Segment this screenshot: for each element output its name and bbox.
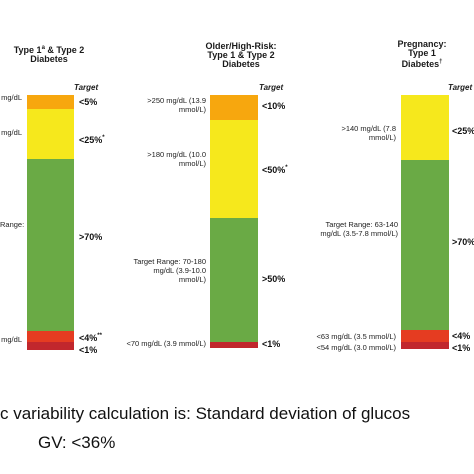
panel-3-title-line2: Type 1 bbox=[408, 48, 436, 58]
panel-3-title-line1: Pregnancy: bbox=[397, 39, 447, 49]
panel-3-very-low-label: <54 mg/dL (3.0 mmol/L) bbox=[316, 343, 396, 352]
panel-2-title: Older/High-Risk: Type 1 & Type 2 Diabete… bbox=[176, 42, 306, 69]
panel-3-high-bar bbox=[401, 95, 449, 160]
panel-1-title-suffix: & Type 2 bbox=[44, 45, 85, 55]
panel-3-low-bar bbox=[401, 330, 449, 342]
panel-2-target-high: <50%* bbox=[262, 165, 288, 175]
panel-3-very-low-bar bbox=[401, 342, 449, 349]
panel-3-title-marker: † bbox=[439, 59, 443, 65]
panel-3-target-very-low: <1% bbox=[452, 343, 471, 353]
panel-3-range-label: Target Range: 63-140 mg/dL (3.5-7.8 mmol… bbox=[320, 220, 398, 238]
panel-3-target-high: <25% bbox=[452, 126, 474, 136]
panel-3-target-low: <4% bbox=[452, 331, 471, 341]
panel-1-very-high-bar bbox=[27, 95, 74, 109]
panel-2-title-line1: Older/High-Risk: bbox=[205, 41, 277, 51]
panel-3-target-header: Target bbox=[448, 83, 473, 92]
panel-1-high-bar bbox=[27, 109, 74, 159]
panel-1-high-label: mg/dL bbox=[1, 128, 22, 137]
panel-1-target-low: <4%** bbox=[79, 333, 102, 343]
panel-1-target-very-high: <5% bbox=[79, 97, 98, 107]
footer-line-2: GV: <36% bbox=[38, 433, 116, 452]
panel-1-title-marker: a bbox=[41, 45, 45, 51]
panel-2-high-label: >180 mg/dL (10.0 mmol/L) bbox=[147, 150, 206, 168]
panel-1-low-label: mg/dL bbox=[1, 335, 22, 344]
panel-2-very-high-bar bbox=[210, 95, 258, 120]
panel-1-target-in-range: >70% bbox=[79, 232, 103, 242]
panel-2-in-range-bar bbox=[210, 218, 258, 342]
panel-1-range-label: Range: bbox=[0, 220, 25, 229]
panel-2-target-very-high: <10% bbox=[262, 101, 286, 111]
panel-1-very-low-bar bbox=[27, 342, 74, 350]
panel-1-title: Type 1a & Type 2 Diabetes bbox=[4, 44, 94, 64]
panel-2-target-in-range: >50% bbox=[262, 274, 286, 284]
panel-1-low-bar bbox=[27, 331, 74, 342]
panel-2-very-high-label: >250 mg/dL (13.9 mmol/L) bbox=[147, 96, 206, 114]
panel-3-title-line3: Diabetes bbox=[401, 59, 440, 69]
panel-2-range-label: Target Range: 70-180 mg/dL (3.9-10.0 mmo… bbox=[133, 257, 206, 284]
panel-1-title-line2: Diabetes bbox=[30, 54, 68, 64]
panel-3-target-in-range: >70% bbox=[452, 237, 474, 247]
panel-3-in-range-bar bbox=[401, 160, 449, 330]
panel-3-high-label: >140 mg/dL (7.8 mmol/L) bbox=[341, 124, 396, 142]
panel-3-title: Pregnancy: Type 1 Diabetes† bbox=[392, 40, 452, 69]
panel-2-high-bar bbox=[210, 120, 258, 218]
panel-2-target-low: <1% bbox=[262, 339, 281, 349]
panel-2-low-bar bbox=[210, 342, 258, 348]
panel-2-title-line2: Type 1 & Type 2 bbox=[207, 50, 275, 60]
panel-1-target-high: <25%* bbox=[79, 135, 105, 145]
panel-1-in-range-bar bbox=[27, 159, 74, 331]
panel-3-low-label: <63 mg/dL (3.5 mmol/L) bbox=[316, 332, 396, 341]
panel-1-title-prefix: Type 1 bbox=[13, 45, 42, 55]
footer-line-1: c variability calculation is: Standard d… bbox=[0, 404, 411, 423]
panel-1-target-header: Target bbox=[74, 83, 99, 92]
panel-2-low-label: <70 mg/dL (3.9 mmol/L) bbox=[126, 339, 206, 348]
panel-2-target-header: Target bbox=[259, 83, 284, 92]
panel-1-target-very-low: <1% bbox=[79, 345, 98, 355]
panel-1-very-high-label: mg/dL bbox=[1, 93, 22, 102]
panel-2-title-line3: Diabetes bbox=[222, 59, 260, 69]
